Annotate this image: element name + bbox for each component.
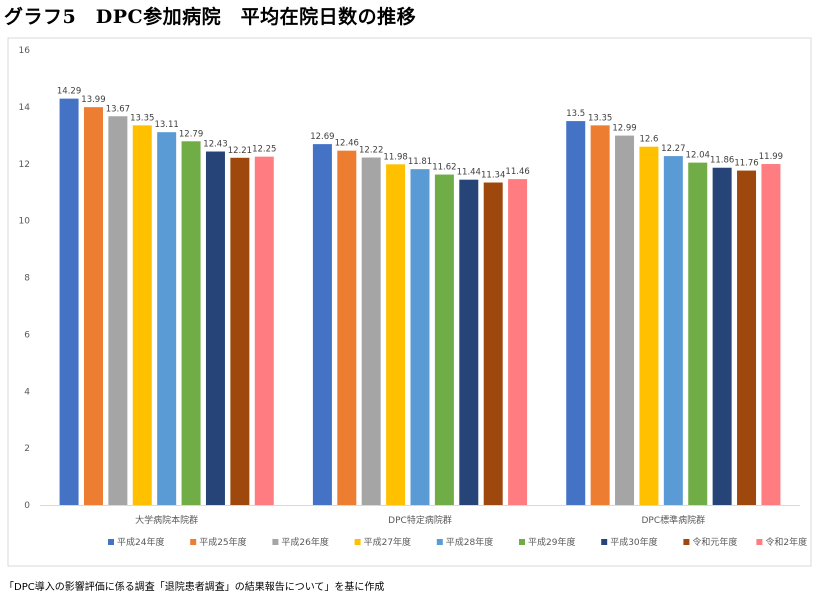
data-label: 12.27 [661, 144, 685, 154]
data-label: 11.76 [734, 159, 758, 169]
legend-label: 平成27年度 [364, 536, 411, 548]
y-tick-label: 12 [19, 160, 30, 170]
data-label: 12.25 [252, 145, 276, 155]
data-label: 11.34 [481, 171, 505, 181]
legend-swatch [601, 539, 608, 545]
data-label: 12.21 [228, 146, 252, 156]
y-tick-label: 0 [24, 501, 30, 511]
bar [737, 170, 757, 505]
legend-swatch [683, 539, 690, 545]
data-label: 11.62 [432, 163, 456, 173]
bar [566, 121, 586, 505]
bar [615, 135, 635, 506]
data-label: 11.81 [408, 157, 432, 167]
legend-label: 平成24年度 [117, 536, 164, 548]
bar [688, 162, 708, 506]
data-label: 13.67 [106, 104, 130, 114]
bar [254, 156, 274, 505]
data-label: 13.35 [130, 113, 154, 123]
bar [361, 157, 381, 505]
bar [157, 132, 177, 505]
legend-swatch [756, 539, 763, 545]
y-tick-label: 4 [24, 387, 30, 397]
bar [459, 179, 479, 506]
data-label: 12.22 [359, 145, 383, 155]
source-note: 「DPC導入の影響評価に係る調査「退院患者調査」の結果報告について」を基に作成 [4, 582, 385, 593]
data-label: 13.11 [154, 120, 178, 130]
bar [83, 107, 103, 506]
data-label: 12.99 [612, 124, 636, 134]
bar [230, 157, 250, 505]
bar [312, 144, 332, 506]
y-tick-label: 14 [19, 103, 31, 113]
legend-label: 平成26年度 [281, 536, 328, 548]
x-tick-label: DPC標準病院群 [642, 514, 706, 526]
chart-title: グラフ5 DPC参加病院 平均在院日数の推移 [4, 6, 417, 28]
bar [386, 164, 406, 505]
bar [508, 179, 528, 505]
y-tick-label: 8 [24, 274, 30, 284]
legend-label: 令和2年度 [765, 536, 807, 548]
data-label: 13.35 [588, 113, 612, 123]
data-label: 11.99 [759, 152, 783, 162]
y-tick-label: 10 [19, 217, 31, 227]
bar [590, 125, 610, 505]
data-label: 12.04 [686, 151, 710, 161]
legend-swatch [272, 539, 279, 545]
bar [639, 146, 659, 505]
bar [663, 156, 683, 505]
data-label: 13.99 [81, 95, 105, 105]
data-label: 11.98 [383, 152, 407, 162]
legend-label: 平成28年度 [446, 536, 493, 548]
y-tick-label: 2 [24, 444, 30, 454]
legend-swatch [108, 539, 114, 545]
bar [132, 125, 152, 505]
bar [410, 169, 430, 505]
data-label: 11.86 [710, 156, 734, 166]
data-label: 12.69 [310, 132, 334, 142]
bar [337, 150, 357, 505]
legend-label: 平成25年度 [199, 536, 246, 548]
bar [712, 167, 732, 505]
y-tick-label: 6 [24, 330, 30, 340]
bar [108, 116, 128, 506]
bar [483, 182, 503, 506]
legend-swatch [354, 539, 361, 545]
data-label: 14.29 [57, 87, 81, 97]
legend-swatch [519, 539, 525, 545]
data-label: 11.46 [505, 167, 529, 177]
bar [761, 164, 781, 506]
legend-label: 令和元年度 [692, 536, 737, 548]
chart-frame [7, 37, 812, 567]
bar [205, 151, 225, 505]
x-tick-label: DPC特定病院群 [388, 514, 452, 526]
legend-swatch [436, 539, 443, 545]
bar [59, 98, 79, 506]
data-label: 12.79 [179, 129, 203, 139]
legend-label: 平成30年度 [610, 536, 657, 548]
data-label: 12.43 [203, 140, 227, 150]
bar [434, 174, 454, 505]
x-tick-label: 大学病院本院群 [135, 514, 198, 526]
data-label: 13.5 [566, 109, 585, 119]
bar [181, 141, 201, 506]
data-label: 12.46 [335, 139, 359, 149]
legend-swatch [190, 539, 197, 545]
legend-label: 平成29年度 [528, 536, 575, 548]
data-label: 11.44 [457, 168, 481, 178]
y-tick-label: 16 [19, 46, 31, 56]
data-label: 12.6 [639, 135, 658, 145]
